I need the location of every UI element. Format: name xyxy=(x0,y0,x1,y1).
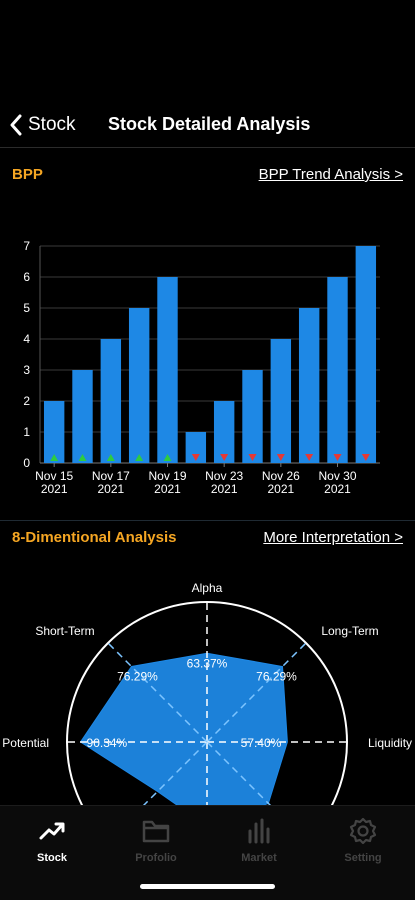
section-divider xyxy=(0,520,415,521)
dim-section-header: 8-Dimentional Analysis More Interpretati… xyxy=(0,523,415,553)
x-tick-label: 2021 xyxy=(154,482,181,496)
radar-value-label: 90.34% xyxy=(87,736,128,750)
up-marker xyxy=(106,454,115,461)
down-marker xyxy=(305,454,314,461)
home-indicator xyxy=(140,884,275,889)
y-tick-label: 6 xyxy=(23,270,30,284)
x-tick-label: Nov 17 xyxy=(92,469,130,483)
up-marker xyxy=(163,454,172,461)
y-tick-label: 3 xyxy=(23,363,30,377)
bar xyxy=(270,339,292,463)
bar-chart-icon xyxy=(248,818,270,844)
radar-axis-label: Potential xyxy=(2,736,49,750)
radar-axis-label: Alpha xyxy=(192,581,223,595)
x-tick-label: Nov 23 xyxy=(205,469,243,483)
tab-profolio[interactable]: Profolio xyxy=(116,816,196,876)
x-tick-label: Nov 15 xyxy=(35,469,73,483)
back-button[interactable]: Stock xyxy=(8,112,76,138)
bar xyxy=(157,277,178,463)
y-tick-label: 0 xyxy=(23,456,30,470)
tab-setting[interactable]: Setting xyxy=(323,816,403,876)
bar xyxy=(43,401,65,463)
x-tick-label: Nov 19 xyxy=(148,469,186,483)
x-tick-label: 2021 xyxy=(267,482,294,496)
y-tick-label: 5 xyxy=(23,301,30,315)
bar xyxy=(327,277,348,463)
y-tick-label: 1 xyxy=(23,425,30,439)
x-tick-label: 2021 xyxy=(97,482,124,496)
down-marker xyxy=(220,454,229,461)
x-tick-label: 2021 xyxy=(324,482,351,496)
tab-stock[interactable]: Stock xyxy=(12,816,92,876)
y-tick-label: 4 xyxy=(23,332,30,346)
radar-value-label: 76.29% xyxy=(117,669,158,683)
bar xyxy=(355,246,377,463)
tab-market[interactable]: Market xyxy=(219,816,299,876)
bar xyxy=(128,308,150,463)
bar xyxy=(242,370,263,463)
more-interpretation-link[interactable]: More Interpretation > xyxy=(263,529,403,546)
radar-axis-label: Liquidity xyxy=(368,736,412,750)
radar-value-label: 57.40% xyxy=(241,736,282,750)
y-tick-label: 2 xyxy=(23,394,30,408)
page-title: Stock Detailed Analysis xyxy=(108,114,311,134)
radar-area xyxy=(79,652,288,805)
down-marker xyxy=(361,454,370,461)
up-marker xyxy=(50,454,59,461)
dim-section-title: 8-Dimentional Analysis xyxy=(12,529,177,546)
gear-icon xyxy=(349,817,377,845)
bar xyxy=(213,401,235,463)
navigation-bar: Stock Stock Detailed Analysis xyxy=(0,100,415,148)
radar-outer-ring xyxy=(66,601,348,805)
radar-value-label: 63.37% xyxy=(187,656,228,670)
y-tick-label: 7 xyxy=(23,239,30,253)
tab-label: Profolio xyxy=(135,852,177,864)
bpp-trend-analysis-link[interactable]: BPP Trend Analysis > xyxy=(258,166,403,183)
tab-label: Setting xyxy=(344,852,382,864)
down-marker xyxy=(248,454,257,461)
bar xyxy=(72,370,93,463)
down-marker xyxy=(276,454,285,461)
radar-value-label: 76.29% xyxy=(256,669,297,683)
tab-label: Stock xyxy=(37,852,67,864)
bar xyxy=(100,339,122,463)
radar-chart: Alpha Long-Term Liquidity Potential Short-Te… xyxy=(2,581,412,805)
up-marker xyxy=(78,454,87,461)
bpp-section-title: BPP xyxy=(12,166,43,183)
up-marker xyxy=(135,454,144,461)
x-tick-label: 2021 xyxy=(211,482,238,496)
x-tick-label: Nov 30 xyxy=(318,469,356,483)
radar-axis-label: Long-Term xyxy=(321,624,378,638)
back-label: Stock xyxy=(28,114,76,135)
chevron-left-icon xyxy=(10,114,22,136)
radar-axis-label: Short-Term xyxy=(35,624,94,638)
trend-up-icon xyxy=(39,822,65,840)
bar xyxy=(298,308,320,463)
down-marker xyxy=(191,454,200,461)
bar xyxy=(185,432,207,463)
folder-icon xyxy=(142,820,170,843)
status-bar xyxy=(0,0,415,52)
x-tick-label: Nov 26 xyxy=(262,469,300,483)
bpp-section-header: BPP BPP Trend Analysis > xyxy=(0,160,415,190)
tab-label: Market xyxy=(241,852,277,864)
down-marker xyxy=(333,454,342,461)
x-tick-label: 2021 xyxy=(41,482,68,496)
